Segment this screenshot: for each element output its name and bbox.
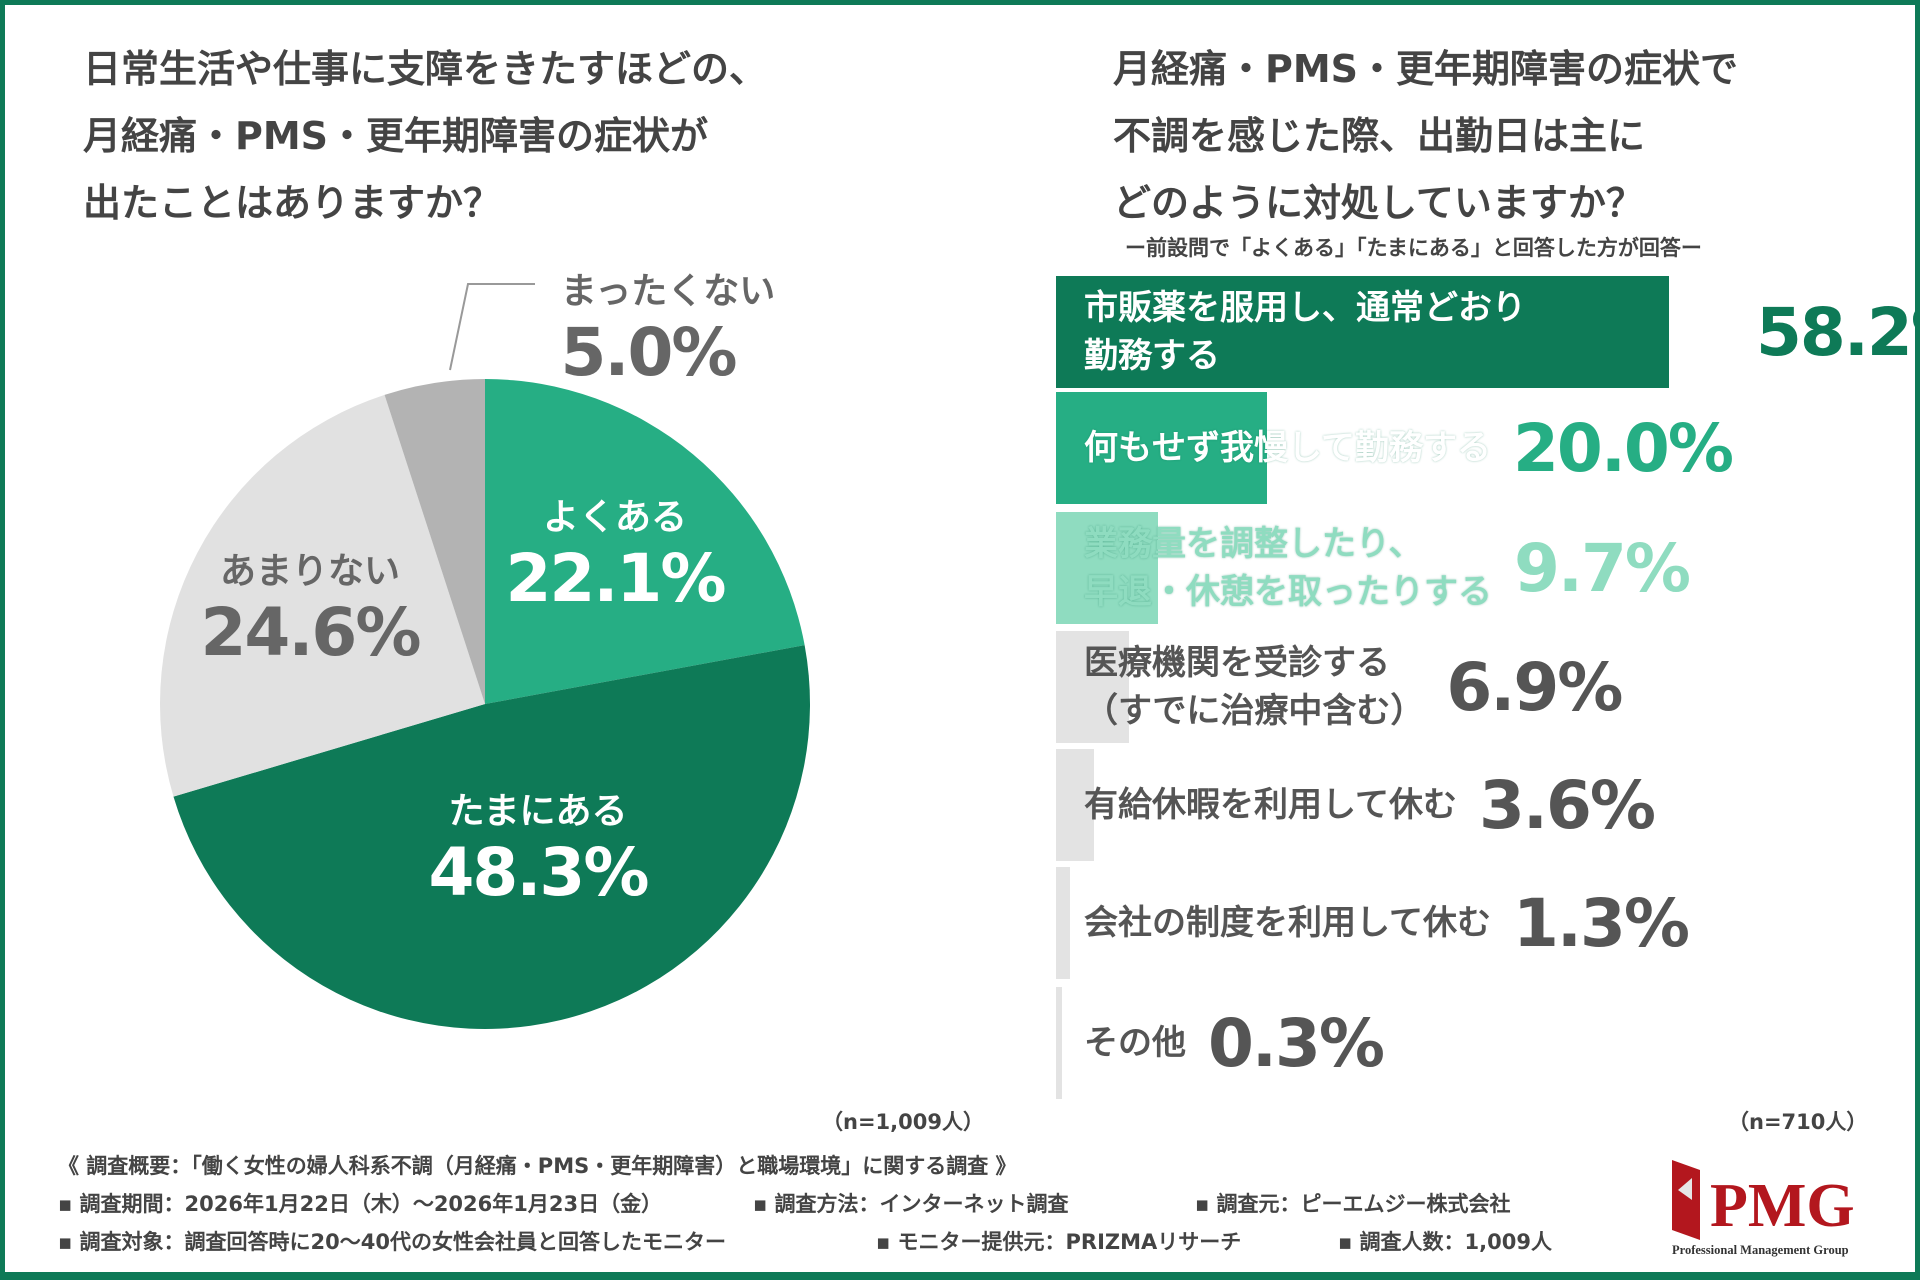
- pie-slice-2: [159, 394, 485, 797]
- slice-category: まったくない: [560, 271, 776, 312]
- bar-6: [1056, 987, 1062, 1099]
- survey-overview: 《 調査概要：「働く女性の婦人科系不調（月経痛・PMS・更年期障害）と職場環境」…: [58, 1154, 1017, 1178]
- bar-text: 何もせず我慢して勤務する 20.0%: [1084, 392, 1734, 504]
- right-sample-size: （n=710人）: [1728, 1110, 1868, 1134]
- survey-source: ▪ 調査元：ピーエムジー株式会社: [1195, 1192, 1511, 1216]
- bar-value: 6.9%: [1446, 648, 1623, 726]
- bar-2: [1056, 512, 1159, 624]
- bar-label-line: その他: [1084, 1023, 1186, 1063]
- slice-category: よくある: [542, 497, 688, 538]
- bar-0: [1056, 276, 1669, 388]
- slice-category: あまりない: [219, 551, 401, 592]
- survey-method: ▪ 調査方法：インターネット調査: [753, 1192, 1069, 1216]
- bar-value: 1.3%: [1512, 884, 1690, 962]
- bar-label-line: 有給休暇を利用して休む: [1084, 785, 1457, 825]
- bar-label-line: 勤務する: [1084, 336, 1220, 376]
- slice-value: 48.3%: [428, 834, 650, 911]
- pie-slice-0: [485, 379, 805, 704]
- bar-value: 20.0%: [1512, 409, 1734, 487]
- monitor-provider: ▪ モニター提供元：PRIZMAリサーチ: [876, 1230, 1242, 1254]
- footer-row-2: ▪ 調査対象：調査回答時に20〜40代の女性会社員と回答したモニター ▪ モニタ…: [58, 1226, 1658, 1256]
- title-line: 月経痛・PMS・更年期障害の症状が: [83, 114, 709, 158]
- svg-text:PMG: PMG: [1710, 1172, 1855, 1240]
- bar-value: 0.3%: [1208, 1004, 1385, 1082]
- bar-label-line: 会社の制度を利用して休む: [1084, 903, 1491, 943]
- bar-label-line: 早退・休憩を取ったりする: [1084, 572, 1492, 612]
- bar-label: 会社の制度を利用して休む: [1084, 899, 1491, 947]
- bar-text: 会社の制度を利用して休む 1.3%: [1084, 867, 1690, 979]
- title-line: 日常生活や仕事に支障をきたすほどの、: [83, 47, 768, 91]
- bottom-band: [0, 1272, 1920, 1280]
- footer-row-1: ▪ 調査期間：2026年1月22日（木）〜2026年1月23日（金） ▪ 調査方…: [58, 1188, 1658, 1218]
- bar-value: 9.7%: [1514, 529, 1691, 607]
- bar-text: 医療機関を受診する （すでに治療中含む） 6.9%: [1084, 631, 1623, 743]
- pie-chart: [159, 283, 811, 1029]
- bar-value: 58.2%: [1756, 293, 1920, 371]
- bar-label-line: 業務量を調整したり、: [1084, 524, 1423, 564]
- bar-1: [1056, 392, 1267, 504]
- bar-text: その他 0.3%: [1084, 987, 1385, 1099]
- bar-label: 市販薬を服用し、通常どおり 勤務する: [1084, 284, 1526, 380]
- bar-label-line: （すでに治療中含む）: [1084, 691, 1425, 731]
- title-line: 不調を感じた際、出勤日は主に: [1113, 114, 1646, 158]
- bar-label-line: 医療機関を受診する: [1084, 643, 1390, 683]
- bar-label: 医療機関を受診する （すでに治療中含む）: [1084, 639, 1424, 735]
- title-line: どのように対処していますか？: [1113, 181, 1644, 225]
- title-line: 月経痛・PMS・更年期障害の症状で: [1113, 47, 1739, 91]
- bar-text: 有給休暇を利用して休む 3.6%: [1084, 749, 1656, 861]
- bar-value: 3.6%: [1478, 766, 1656, 844]
- pie-label-2: あまりない 24.6%: [200, 542, 422, 672]
- slice-value: 22.1%: [505, 540, 727, 617]
- bar-5: [1056, 867, 1070, 979]
- pie-slice-1: [173, 645, 811, 1029]
- pie-label-0: よくある 22.1%: [505, 488, 727, 618]
- right-chart-title: 月経痛・PMS・更年期障害の症状で 不調を感じた際、出勤日は主に どのように対処…: [1113, 36, 1738, 237]
- slice-value: 24.6%: [200, 594, 422, 671]
- bar-label: その他: [1084, 1019, 1186, 1067]
- left-chart-title: 日常生活や仕事に支障をきたすほどの、 月経痛・PMS・更年期障害の症状が 出たこ…: [83, 36, 767, 237]
- survey-count: ▪ 調査人数：1,009人: [1338, 1230, 1552, 1254]
- left-sample-size: （n=1,009人）: [822, 1110, 984, 1134]
- pie-label-1: たまにある 48.3%: [428, 782, 650, 912]
- bar-text: 業務量を調整したり、早退・休憩を取ったりする 9.7%: [1084, 512, 1691, 624]
- svg-text:Professional Management Group: Professional Management Group: [1672, 1243, 1849, 1257]
- bar-label-line: 何もせず我慢して勤務する: [1084, 428, 1491, 468]
- bar-label: 何もせず我慢して勤務する: [1084, 424, 1491, 472]
- slice-value: 5.0%: [560, 314, 737, 391]
- pmg-logo: PMG Professional Management Group: [1672, 1160, 1855, 1257]
- bar-4: [1056, 749, 1094, 861]
- bar-label-line: 市販薬を服用し、通常どおり: [1084, 288, 1526, 328]
- bar-3: [1056, 631, 1129, 743]
- slice-category: たまにある: [448, 791, 628, 832]
- title-line: 出たことはありますか？: [83, 181, 502, 225]
- leader-line: [449, 283, 535, 371]
- right-chart-subtitle: ー前設問で「よくある」「たまにある」と回答した方が回答ー: [1125, 236, 1702, 260]
- bar-label: 有給休暇を利用して休む: [1084, 781, 1457, 829]
- survey-target: ▪ 調査対象：調査回答時に20〜40代の女性会社員と回答したモニター: [58, 1230, 726, 1254]
- pie-label-3: まったくない 5.0%: [560, 262, 776, 392]
- survey-period: ▪ 調査期間：2026年1月22日（木）〜2026年1月23日（金）: [58, 1192, 663, 1216]
- bar-label: 業務量を調整したり、早退・休憩を取ったりする: [1084, 520, 1492, 616]
- pie-slice-3: [384, 379, 485, 704]
